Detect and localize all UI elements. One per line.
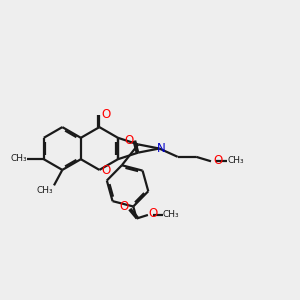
Text: O: O	[101, 164, 110, 177]
Text: O: O	[119, 200, 129, 213]
Text: CH₃: CH₃	[227, 157, 244, 166]
Text: CH₃: CH₃	[163, 210, 179, 219]
Text: O: O	[148, 207, 158, 220]
Text: O: O	[101, 107, 110, 121]
Text: CH₃: CH₃	[10, 154, 27, 164]
Text: O: O	[124, 134, 134, 147]
Text: CH₃: CH₃	[37, 186, 53, 195]
Text: O: O	[213, 154, 222, 167]
Text: N: N	[156, 142, 165, 155]
